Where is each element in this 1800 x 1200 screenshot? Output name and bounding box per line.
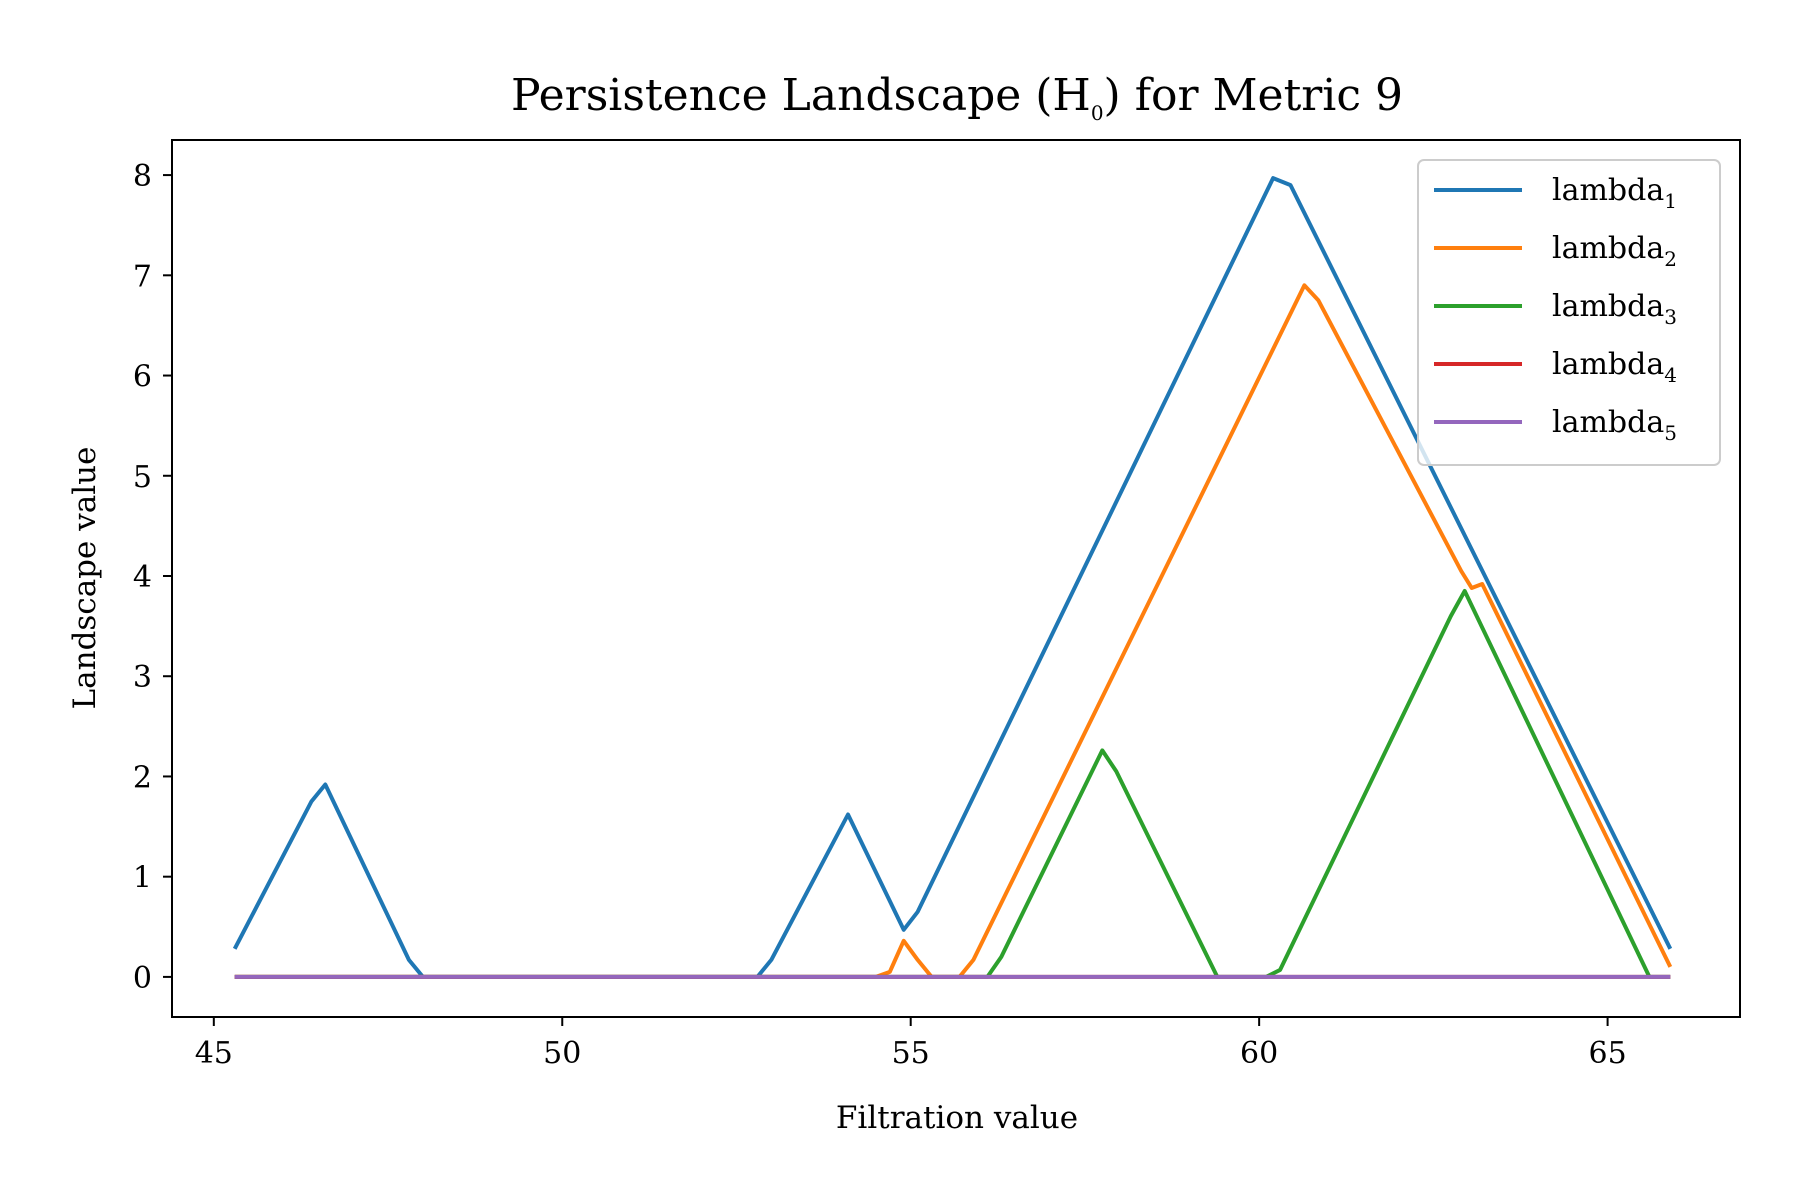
y-tick-label: 5 bbox=[133, 460, 152, 495]
y-tick-label: 3 bbox=[133, 660, 152, 695]
y-tick-label: 7 bbox=[133, 259, 152, 294]
y-tick-label: 6 bbox=[133, 360, 152, 395]
legend-box bbox=[1417, 159, 1721, 466]
x-tick-label: 45 bbox=[195, 1036, 233, 1071]
series-line-lambda1 bbox=[232, 176, 1673, 979]
y-tick-label: 0 bbox=[133, 961, 152, 996]
x-axis-label: Filtration value bbox=[836, 1100, 1078, 1136]
plot-frame bbox=[171, 139, 1741, 1018]
y-tick-label: 1 bbox=[133, 861, 152, 896]
y-axis-ticks: 0 1 2 3 4 5 6 7 8 bbox=[133, 159, 172, 996]
legend-label-lambda5: lambda5 bbox=[1552, 405, 1677, 445]
x-tick-label: 55 bbox=[892, 1036, 930, 1071]
x-tick-label: 65 bbox=[1588, 1036, 1626, 1071]
chart-title: Persistence Landscape (H0) for Metric 9 bbox=[511, 70, 1403, 125]
x-axis-ticks: 45 50 55 60 65 bbox=[195, 1017, 1627, 1071]
x-tick-label: 60 bbox=[1240, 1036, 1278, 1071]
series-line-lambda2 bbox=[234, 283, 1673, 979]
legend-label-lambda4: lambda4 bbox=[1552, 347, 1677, 387]
series-line-lambda3 bbox=[234, 589, 1671, 979]
y-axis-label: Landscape value bbox=[67, 447, 103, 710]
series-lines bbox=[232, 176, 1673, 979]
x-tick-label: 50 bbox=[543, 1036, 581, 1071]
legend-label-lambda2: lambda2 bbox=[1552, 231, 1677, 271]
legend: lambda1 lambda2 lambda3 lambda4 lambda5 bbox=[1417, 159, 1721, 466]
y-tick-label: 2 bbox=[133, 760, 152, 795]
y-tick-label: 4 bbox=[133, 560, 152, 595]
y-tick-label: 8 bbox=[133, 159, 152, 194]
legend-label-lambda3: lambda3 bbox=[1552, 289, 1677, 329]
legend-label-lambda1: lambda1 bbox=[1552, 173, 1677, 213]
